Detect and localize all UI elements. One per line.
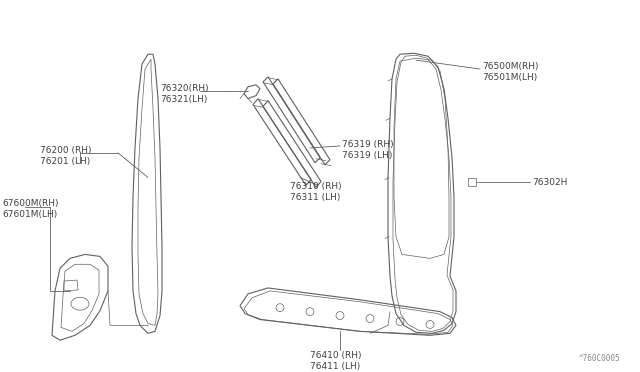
Text: 76320(RH): 76320(RH) — [160, 84, 209, 93]
Text: 67600M(RH): 67600M(RH) — [2, 199, 58, 208]
Text: 76501M(LH): 76501M(LH) — [482, 73, 537, 82]
Text: ^760C0005: ^760C0005 — [579, 354, 620, 363]
Text: 76321(LH): 76321(LH) — [160, 94, 207, 104]
Text: 76410 (RH): 76410 (RH) — [310, 351, 362, 360]
Text: 76302H: 76302H — [532, 177, 568, 186]
Text: 76411 (LH): 76411 (LH) — [310, 362, 360, 371]
Text: 76200 (RH): 76200 (RH) — [40, 146, 92, 155]
Text: 76310 (RH): 76310 (RH) — [290, 182, 342, 192]
Text: 76201 (LH): 76201 (LH) — [40, 157, 90, 166]
Text: 76500M(RH): 76500M(RH) — [482, 62, 538, 71]
Text: 76319 (LH): 76319 (LH) — [342, 151, 392, 160]
Text: 67601M(LH): 67601M(LH) — [2, 210, 57, 219]
Text: 76311 (LH): 76311 (LH) — [290, 193, 340, 202]
Text: 76319 (RH): 76319 (RH) — [342, 140, 394, 149]
